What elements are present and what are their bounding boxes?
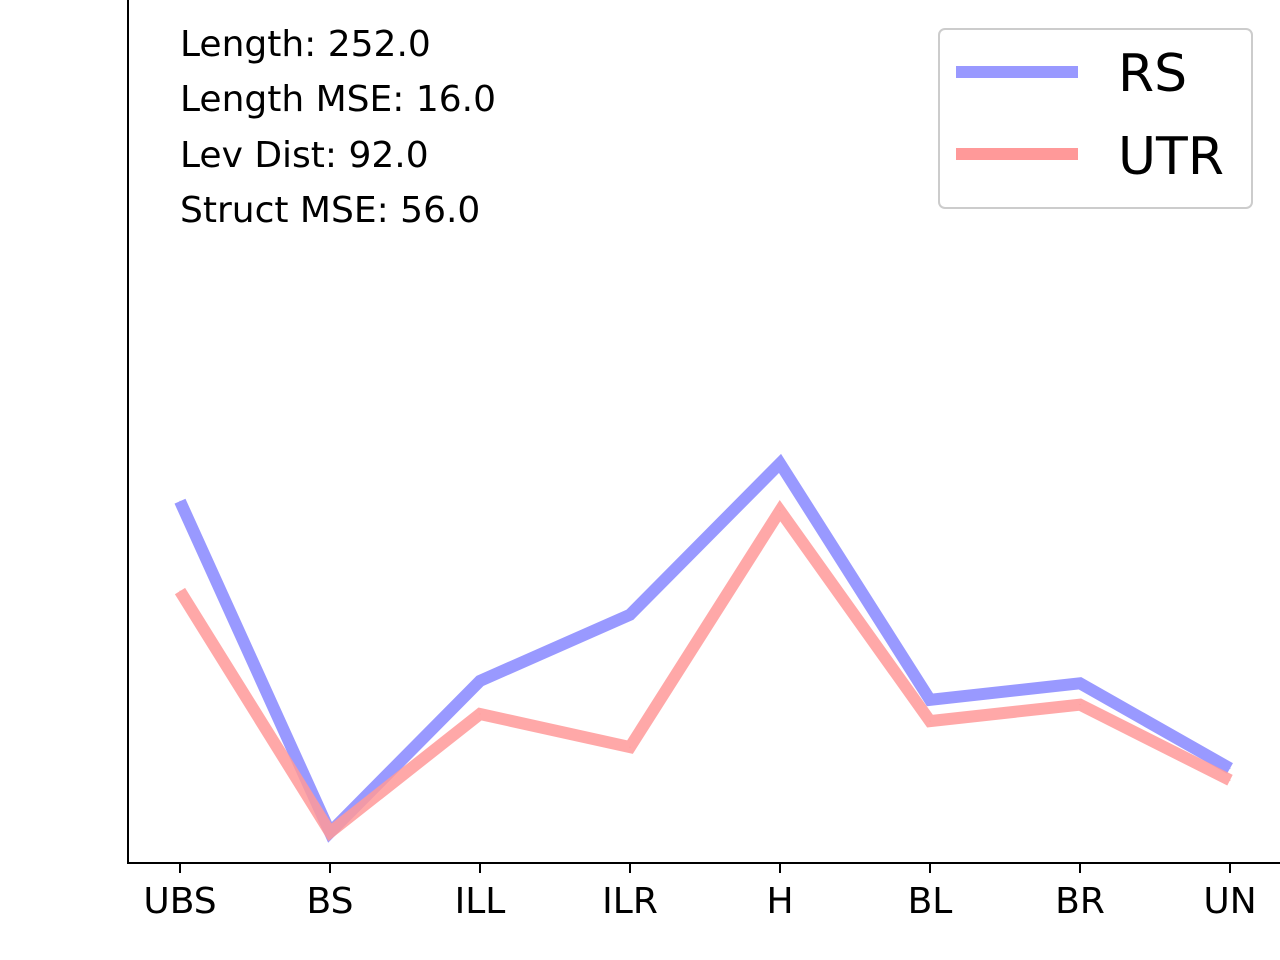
annotation-lev-dist: Lev Dist: 92.0 <box>180 135 429 176</box>
x-tick-label-bs: BS <box>307 881 354 922</box>
x-tick-label-ilr: ILR <box>602 881 658 922</box>
legend-label-utr: UTR <box>1118 127 1224 187</box>
data-point-rs-ilr <box>629 614 631 616</box>
data-point-utr-ubs <box>179 590 181 592</box>
data-point-rs-ubs <box>179 500 181 502</box>
data-point-utr-un <box>1229 779 1231 781</box>
data-point-rs-br <box>1079 682 1081 684</box>
data-point-utr-ilr <box>629 746 631 748</box>
x-tick-label-h: H <box>766 881 793 922</box>
data-point-utr-h <box>779 510 781 512</box>
data-point-rs-bl <box>929 699 931 701</box>
annotation-length: Length: 252.0 <box>180 24 431 65</box>
legend-label-rs: RS <box>1118 44 1187 104</box>
x-tick-label-br: BR <box>1055 881 1105 922</box>
data-point-rs-h <box>779 462 781 464</box>
x-tick-label-un: UN <box>1203 881 1256 922</box>
x-tick-label-bl: BL <box>908 881 953 922</box>
x-tick-label-ubs: UBS <box>143 881 216 922</box>
data-point-utr-bs <box>329 831 331 833</box>
annotation-length-mse: Length MSE: 16.0 <box>180 79 496 120</box>
x-tick-label-ill: ILL <box>455 881 506 922</box>
data-point-utr-br <box>1079 704 1081 706</box>
annotation-struct-mse: Struct MSE: 56.0 <box>180 190 480 231</box>
data-point-utr-ill <box>479 713 481 715</box>
data-point-rs-un <box>1229 767 1231 769</box>
series-line-utr <box>174 499 1233 842</box>
legend: RS UTR <box>938 28 1253 209</box>
data-point-utr-bl <box>929 720 931 722</box>
data-point-rs-ill <box>479 680 481 682</box>
